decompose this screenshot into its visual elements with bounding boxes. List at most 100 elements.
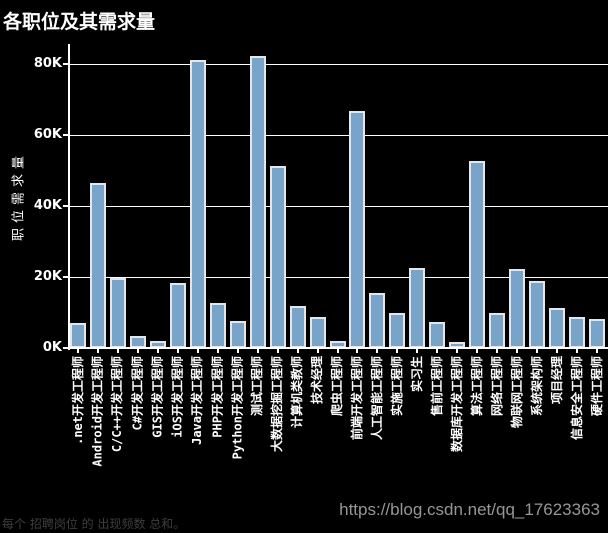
bar <box>589 318 605 348</box>
x-tick-label: PHP开发工程师 <box>210 356 225 438</box>
bar <box>449 341 466 348</box>
x-tick-label: 售前工程师 <box>429 356 444 417</box>
x-tick-label: 信息安全工程师 <box>569 356 584 441</box>
bar <box>549 307 566 348</box>
x-tick-label: 实习生 <box>409 356 424 393</box>
x-tick <box>436 349 439 353</box>
x-tick-label: 爬虫工程师 <box>330 356 345 417</box>
x-tick-label: C/C++开发工程师 <box>110 356 125 453</box>
x-tick <box>96 349 99 353</box>
x-tick <box>236 349 239 353</box>
bar <box>529 280 546 348</box>
x-tick-label: Android开发工程师 <box>90 356 105 467</box>
footnote-text: 每个 招聘岗位 的 出现频数 总和。 <box>2 517 186 531</box>
bar <box>329 340 346 348</box>
bar <box>569 316 586 348</box>
x-tick-label: 前端开发工程师 <box>349 356 364 441</box>
x-tick <box>356 349 359 353</box>
x-tick <box>256 349 259 353</box>
bar <box>189 59 206 348</box>
x-tick-label: 测试工程师 <box>250 356 265 417</box>
bar <box>349 110 366 348</box>
y-tick-0K <box>63 347 69 349</box>
bar <box>169 282 186 348</box>
x-tick-label: 计算机类教师 <box>290 356 305 429</box>
bar <box>369 293 386 348</box>
bar <box>309 317 326 348</box>
x-tick-label: 硬件工程师 <box>589 356 604 417</box>
x-tick-label: 实施工程师 <box>389 356 404 417</box>
x-tick-label: 技术经理 <box>310 356 325 405</box>
bar <box>229 321 246 348</box>
x-tick <box>596 349 598 353</box>
y-tick-label-20K: 20K <box>33 269 62 284</box>
bar <box>209 303 226 348</box>
gridline-60K <box>69 134 608 136</box>
x-tick <box>276 349 279 353</box>
bar <box>109 278 126 348</box>
x-tick <box>456 349 459 353</box>
y-tick-80K <box>63 63 69 65</box>
x-tick-label: C#开发工程师 <box>130 356 145 431</box>
gridline-20K <box>69 276 608 278</box>
x-tick <box>576 349 579 353</box>
x-tick <box>416 349 419 353</box>
watermark-url: https://blog.csdn.net/qq_17623363 <box>339 500 600 519</box>
x-axis-line <box>68 347 608 349</box>
bar <box>469 161 486 348</box>
y-tick-60K <box>63 134 69 136</box>
bar <box>249 56 266 348</box>
x-tick <box>77 349 79 353</box>
bar <box>289 305 306 348</box>
x-tick-label: Python开发工程师 <box>230 356 245 460</box>
y-tick-label-60K: 60K <box>33 127 62 142</box>
x-tick <box>196 349 199 353</box>
x-tick-label: .net开发工程师 <box>70 356 85 445</box>
x-tick <box>176 349 179 353</box>
bar <box>509 269 526 348</box>
x-tick-label: 系统架构师 <box>529 356 544 417</box>
y-axis-spine <box>68 44 70 350</box>
x-tick <box>336 349 339 353</box>
y-tick-20K <box>63 276 69 278</box>
x-tick <box>136 349 139 353</box>
x-tick-label: 数据库开发工程师 <box>449 356 464 453</box>
bar <box>89 183 106 348</box>
x-tick-label: 大数据挖掘工程师 <box>270 356 285 453</box>
x-tick-label: 人工智能工程师 <box>369 356 384 441</box>
x-tick <box>396 349 399 353</box>
bar <box>429 321 446 348</box>
x-tick <box>376 349 379 353</box>
x-tick <box>316 349 319 353</box>
x-tick <box>156 349 159 353</box>
x-tick-label: iOS开发工程师 <box>170 356 185 438</box>
x-tick <box>476 349 479 353</box>
x-tick-label: 算法工程师 <box>469 356 484 417</box>
x-tick <box>536 349 539 353</box>
bar <box>409 268 426 348</box>
x-tick-label: Java开发工程师 <box>190 356 205 445</box>
y-tick-label-0K: 0K <box>42 340 62 355</box>
x-tick <box>496 349 499 353</box>
x-tick-label: 网络工程师 <box>489 356 504 417</box>
x-tick <box>116 349 119 353</box>
bar <box>489 312 506 348</box>
gridline-40K <box>69 205 608 207</box>
bar <box>70 323 86 348</box>
y-tick-label-80K: 80K <box>33 56 62 71</box>
y-tick-40K <box>63 205 69 207</box>
gridline-80K <box>69 63 608 65</box>
bar <box>389 312 406 348</box>
bar <box>129 335 146 348</box>
x-tick-label: GIS开发工程师 <box>150 356 165 438</box>
chart-title: 各职位及其需求量 <box>3 11 156 33</box>
x-tick-label: 物联网工程师 <box>509 356 524 429</box>
x-tick-label: 项目经理 <box>549 356 564 405</box>
bar <box>269 165 286 348</box>
x-tick <box>556 349 559 353</box>
x-tick <box>216 349 219 353</box>
y-tick-label-40K: 40K <box>33 198 62 213</box>
bar <box>149 340 166 348</box>
